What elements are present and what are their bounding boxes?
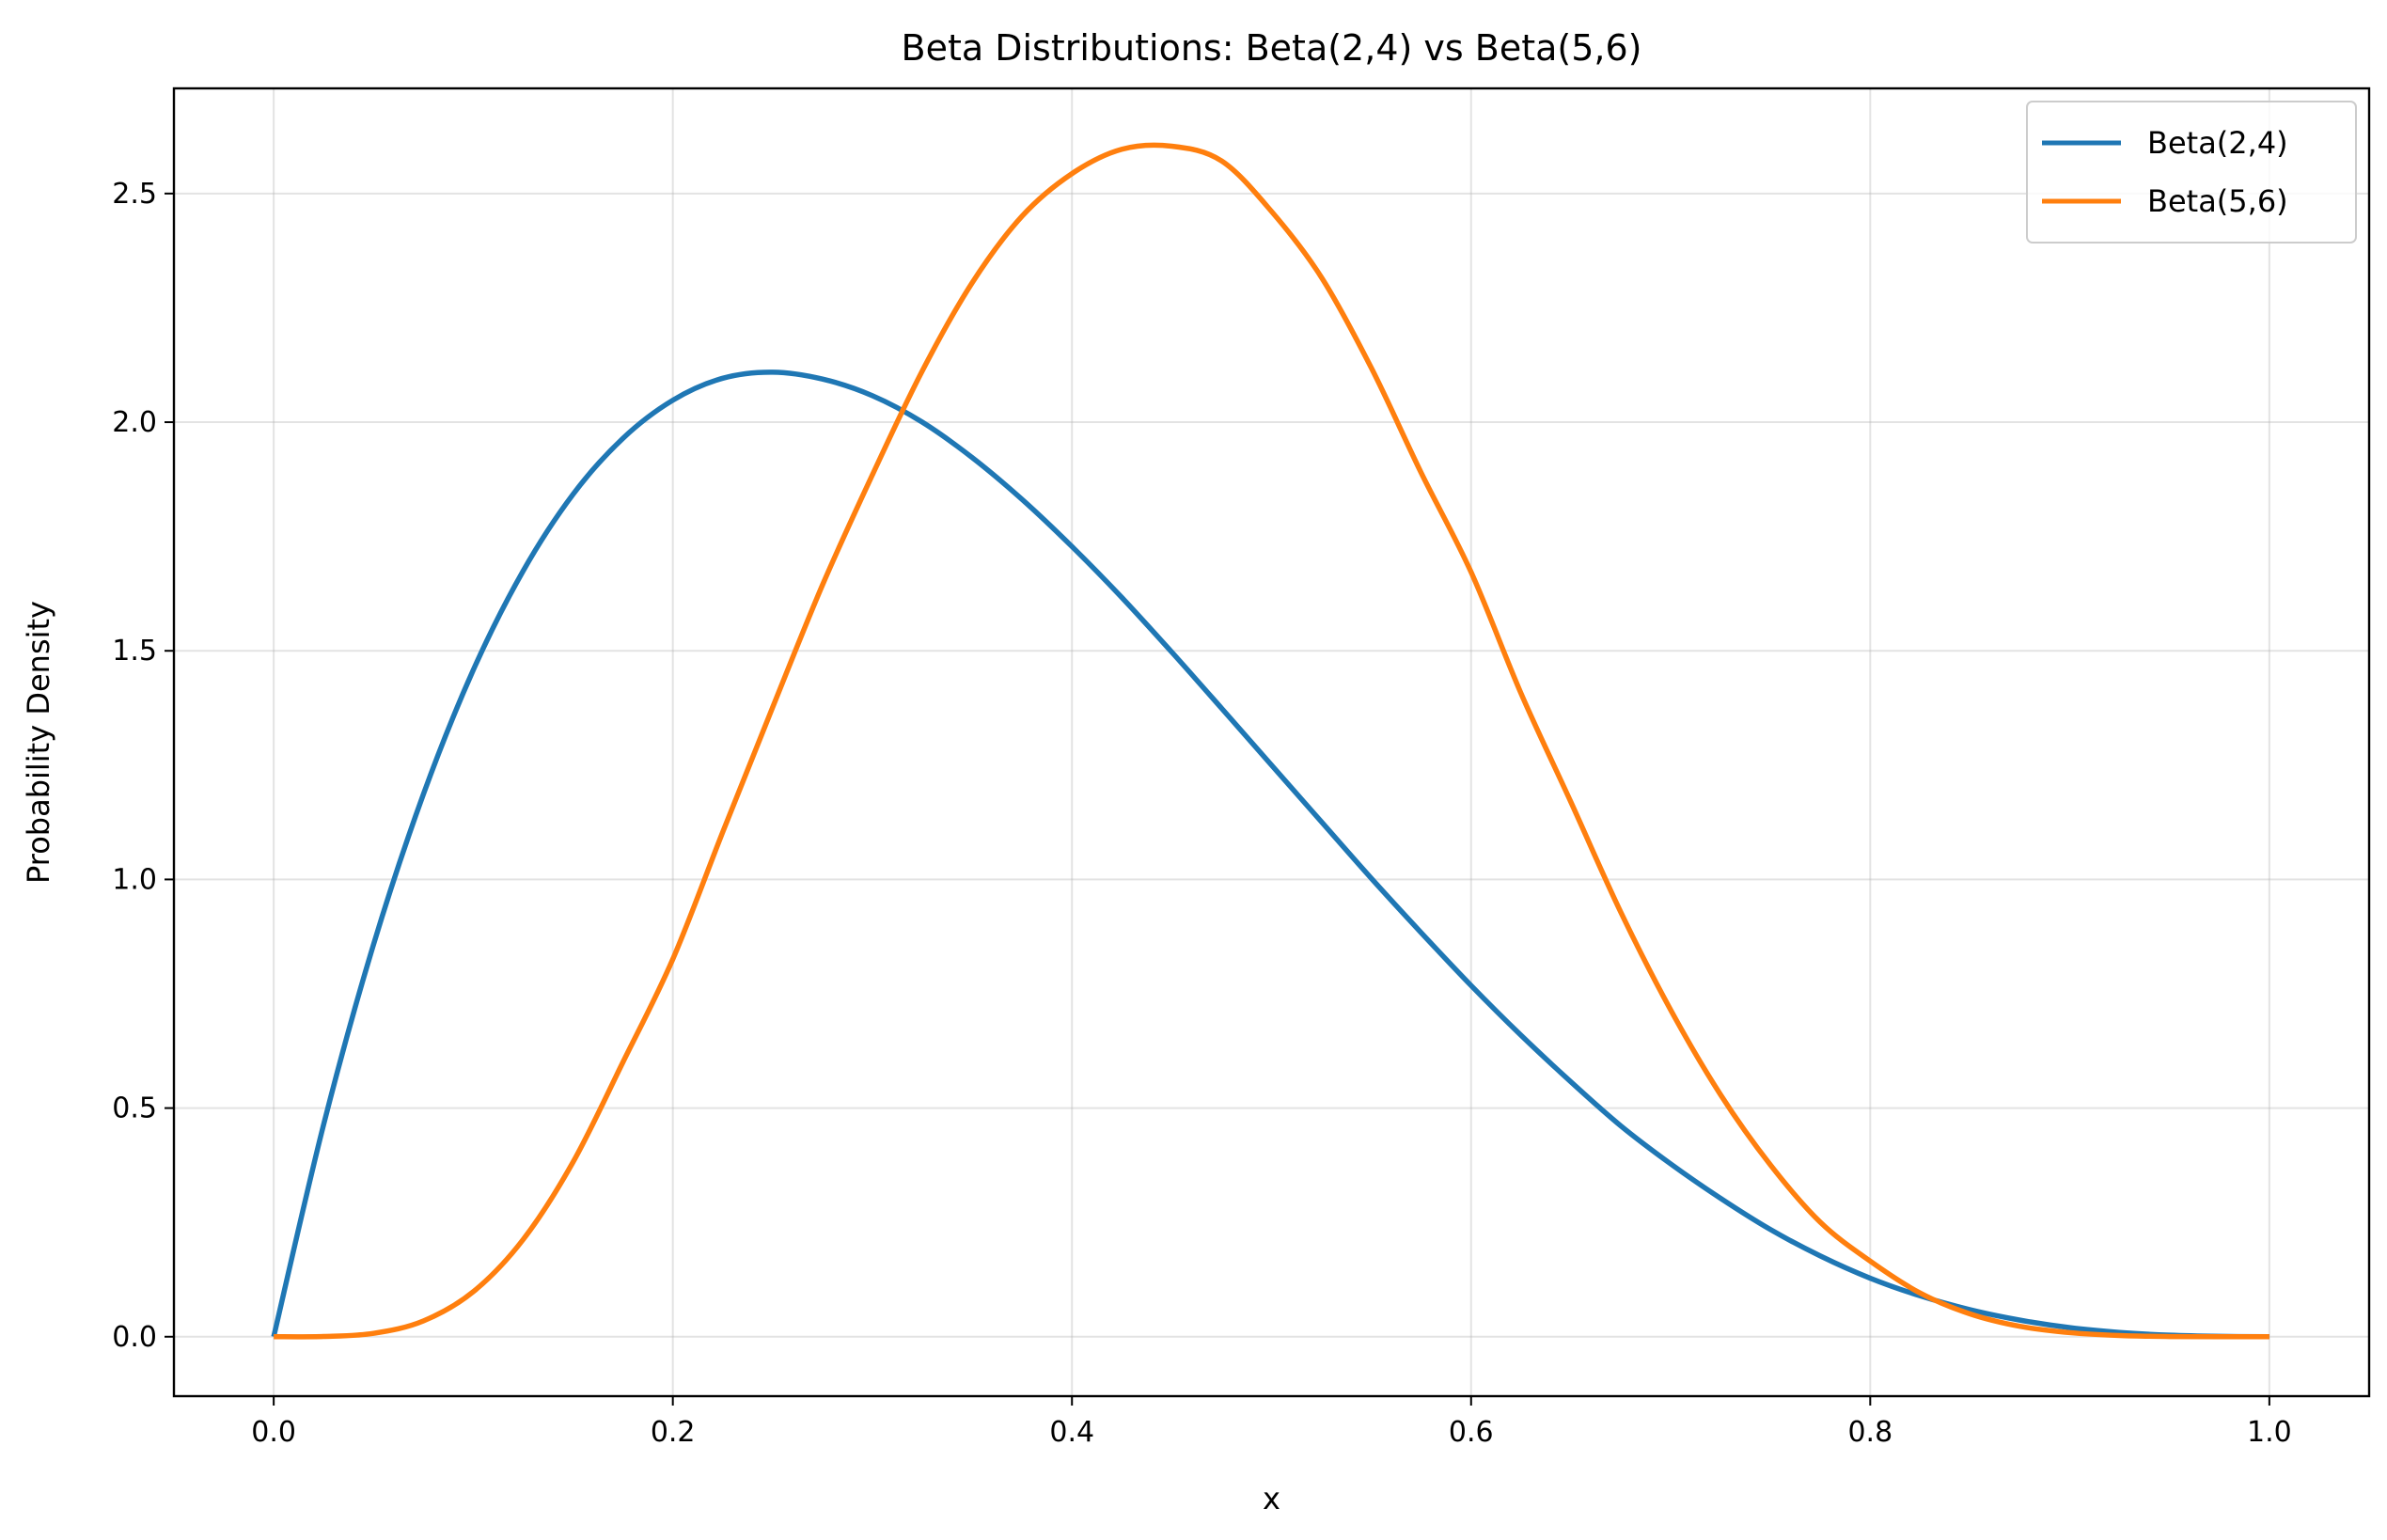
plot-frame: [172, 86, 2371, 1398]
x-tick-label: 0.0: [251, 1416, 296, 1449]
x-tick-label: 0.6: [1449, 1416, 1494, 1449]
x-tick-label: 0.8: [1847, 1416, 1892, 1449]
y-tick-label: 2.0: [112, 406, 157, 439]
ticks: 0.0 0.2 0.4 0.6 0.8 1.0 0.0 0.5 1.0 1.5 2.0 2.5: [112, 178, 2291, 1449]
legend-label-beta-2-4: Beta(2,4): [2147, 125, 2288, 161]
y-tick-label: 1.5: [112, 635, 157, 668]
series-line-1: [274, 142, 2269, 1340]
legend-label-beta-5-6: Beta(5,6): [2147, 183, 2288, 219]
x-tick-label: 0.4: [1049, 1416, 1094, 1449]
y-tick-label: 0.0: [112, 1321, 157, 1354]
chart-title: Beta Distributions: Beta(2,4) vs Beta(5,…: [902, 27, 1642, 69]
legend: Beta(2,4) Beta(5,6): [2026, 101, 2357, 244]
y-tick-label: 1.0: [112, 863, 157, 896]
x-tick-label: 0.2: [651, 1416, 696, 1449]
series-line-0: [271, 369, 2269, 1340]
grid: [174, 88, 2369, 1396]
x-axis-label: x: [1263, 1481, 1280, 1516]
x-tick-label: 1.0: [2247, 1416, 2292, 1449]
series-lines: [271, 142, 2269, 1340]
legend-box: [2026, 101, 2357, 244]
y-tick-label: 0.5: [112, 1092, 157, 1125]
y-tick-label: 2.5: [112, 178, 157, 211]
y-axis-label: Probability Density: [21, 601, 56, 884]
